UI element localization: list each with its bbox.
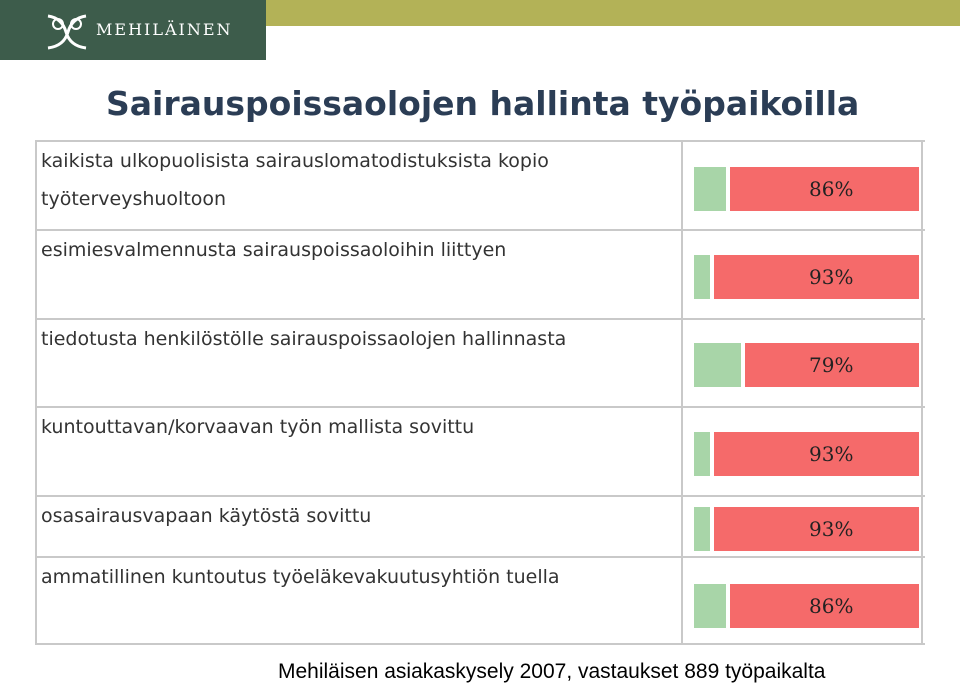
bar-track: 93% [694, 507, 919, 551]
bar-segment-green [694, 432, 710, 476]
bar-segment-green [694, 167, 726, 211]
bar-segment-red [745, 343, 919, 387]
accent-bar [266, 0, 960, 26]
logo-mark-icon [47, 14, 87, 50]
category-label: esimiesvalmennusta sairauspoissaoloihin … [41, 239, 507, 261]
logo-text: MEHILÄINEN [96, 20, 233, 39]
bar-segment-red [714, 432, 919, 476]
table-row: osasairausvapaan käytöstä sovittu 93% [35, 495, 925, 556]
table-row: tiedotusta henkilöstölle sairauspoissaol… [35, 318, 925, 406]
table-border-right [921, 140, 923, 645]
table-row: kaikista ulkopuolisista sairauslomatodis… [35, 140, 925, 229]
bar-track: 86% [694, 584, 919, 628]
logo: MEHILÄINEN [0, 0, 266, 60]
chart-table: kaikista ulkopuolisista sairauslomatodis… [35, 140, 925, 645]
bar-segment-red [730, 584, 919, 628]
table-row: kuntouttavan/korvaavan työn mallista sov… [35, 406, 925, 495]
category-label: tiedotusta henkilöstölle sairauspoissaol… [41, 328, 567, 350]
table-row: ammatillinen kuntoutus työeläkevakuutusy… [35, 556, 925, 645]
table-divider [681, 140, 683, 645]
bar-segment-green [694, 255, 710, 299]
category-label: kuntouttavan/korvaavan työn mallista sov… [41, 416, 475, 438]
page-title: Sairauspoissaolojen hallinta työpaikoill… [106, 84, 860, 123]
data-label: 86% [809, 594, 854, 618]
data-label: 86% [809, 177, 854, 201]
table-row: esimiesvalmennusta sairauspoissaoloihin … [35, 229, 925, 318]
category-label: osasairausvapaan käytöstä sovittu [41, 505, 372, 527]
data-label: 93% [809, 442, 854, 466]
bar-segment-green [694, 584, 726, 628]
data-label: 93% [809, 517, 854, 541]
bar-segment-red [730, 167, 919, 211]
bar-track: 93% [694, 255, 919, 299]
table-border-left [35, 140, 37, 645]
data-label: 93% [809, 265, 854, 289]
bar-track: 79% [694, 343, 919, 387]
bar-segment-green [694, 343, 741, 387]
source-note: Mehiläisen asiakaskysely 2007, vastaukse… [278, 660, 826, 683]
bar-segment-green [694, 507, 710, 551]
bar-segment-red [714, 255, 919, 299]
bar-segment-red [714, 507, 919, 551]
bar-track: 86% [694, 167, 919, 211]
bar-track: 93% [694, 432, 919, 476]
data-label: 79% [809, 353, 854, 377]
category-label: ammatillinen kuntoutus työeläkevakuutusy… [41, 566, 560, 588]
category-label: kaikista ulkopuolisista sairauslomatodis… [41, 150, 549, 210]
